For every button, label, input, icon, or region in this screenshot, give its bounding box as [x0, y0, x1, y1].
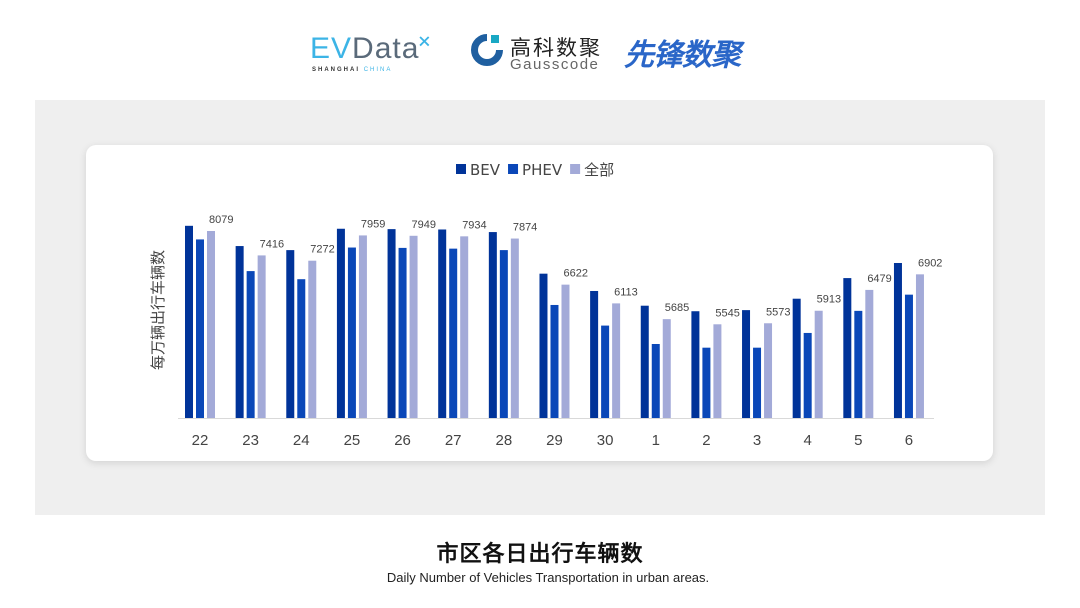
x-tick-label: 6 [905, 432, 913, 449]
data-label: 7416 [260, 238, 284, 250]
bar-BEV-3 [742, 310, 751, 418]
bar-BEV-26 [387, 229, 396, 418]
x-tick-label: 22 [192, 432, 209, 449]
data-label: 7874 [513, 222, 537, 234]
x-tick-label: 30 [597, 432, 614, 449]
x-tick-label: 26 [394, 432, 411, 449]
bar-全部-4 [814, 310, 823, 418]
bar-BEV-6 [893, 262, 902, 418]
bar-BEV-2 [691, 311, 700, 418]
x-tick-label: 4 [804, 432, 812, 449]
gausscode-logo-square [491, 35, 499, 43]
bar-全部-25 [358, 235, 367, 418]
data-label: 7959 [361, 218, 385, 230]
y-axis-label: 每万辆出行车辆数 [149, 250, 167, 370]
legend-swatch-全部 [570, 164, 581, 174]
x-tick-label: 25 [344, 432, 361, 449]
bar-PHEV-28 [499, 250, 508, 418]
x-tick-label: 23 [242, 432, 259, 449]
x-tick-label: 5 [854, 432, 862, 449]
bar-PHEV-22 [196, 239, 204, 418]
x-tick-label: 1 [652, 432, 660, 449]
bar-BEV-4 [792, 298, 801, 418]
data-label: 7934 [462, 219, 486, 231]
bar-BEV-5 [843, 278, 852, 418]
chart-caption-subtitle: Daily Number of Vehicles Transportation … [386, 570, 710, 585]
bar-全部-2 [713, 324, 722, 418]
bar-BEV-30 [590, 290, 599, 418]
gausscode-logo-cn: 高科数聚 [510, 37, 602, 60]
bar-全部-3 [764, 323, 773, 418]
bar-PHEV-26 [398, 247, 407, 418]
bar-PHEV-6 [904, 294, 913, 418]
chart-caption-title: 市区各日出行车辆数 [436, 541, 644, 566]
data-label: 8079 [209, 214, 233, 226]
data-label: 5913 [817, 294, 841, 306]
bar-PHEV-3 [753, 347, 762, 418]
bar-全部-1 [662, 319, 671, 418]
bar-BEV-23 [235, 246, 244, 418]
bar-全部-23 [257, 255, 266, 418]
data-label: 6479 [867, 273, 891, 285]
bar-全部-26 [409, 235, 418, 418]
bar-全部-5 [865, 289, 874, 418]
bar-全部-27 [460, 236, 469, 418]
legend-label-PHEV: PHEV [522, 161, 563, 179]
x-tick-label: 2 [702, 432, 710, 449]
bar-BEV-29 [539, 273, 548, 418]
bar-BEV-28 [488, 232, 497, 418]
data-label: 6113 [614, 286, 638, 298]
evdata-logo: EVData˟ [310, 32, 431, 65]
gausscode-logo-icon [471, 34, 503, 66]
bar-全部-24 [308, 260, 317, 418]
bar-PHEV-25 [347, 247, 356, 418]
bar-PHEV-5 [854, 310, 863, 418]
bar-PHEV-1 [651, 343, 660, 418]
x-tick-label: 27 [445, 432, 462, 449]
xianfeng-logo: 先锋数聚 [624, 39, 741, 72]
bar-PHEV-2 [702, 347, 711, 418]
logo-bar: EVData˟ SHANGHAI CHINA 高科数聚 Gausscode 先锋… [0, 22, 1080, 73]
bar-BEV-22 [185, 225, 193, 418]
data-label: 7949 [412, 219, 436, 231]
bar-PHEV-29 [550, 304, 559, 418]
data-label: 7272 [310, 244, 334, 256]
x-tick-label: 29 [546, 432, 563, 449]
bar-全部-22 [207, 231, 215, 418]
data-label: 6622 [563, 268, 587, 280]
bar-PHEV-30 [601, 325, 610, 418]
legend-swatch-BEV [456, 164, 466, 174]
bar-PHEV-23 [246, 271, 255, 418]
bar-全部-29 [561, 284, 570, 418]
x-tick-label: 24 [293, 432, 310, 449]
evdata-logo-sub: SHANGHAI CHINA [312, 67, 393, 73]
bar-PHEV-27 [449, 248, 458, 418]
bar-全部-28 [510, 238, 519, 418]
bar-全部-6 [915, 274, 924, 418]
data-label: 5545 [715, 307, 739, 319]
legend-swatch-PHEV [508, 164, 519, 174]
data-label: 5685 [665, 302, 689, 314]
bar-PHEV-24 [297, 279, 306, 418]
gausscode-logo-en: Gausscode [510, 56, 600, 73]
legend-label-BEV: BEV [470, 161, 501, 179]
legend-label-全部: 全部 [584, 161, 614, 179]
bar-BEV-1 [640, 305, 649, 418]
bar-BEV-27 [438, 229, 447, 418]
bar-PHEV-4 [803, 332, 812, 418]
data-label: 6902 [918, 257, 942, 269]
x-tick-label: 3 [753, 432, 761, 449]
bar-BEV-25 [336, 228, 345, 418]
bar-BEV-24 [286, 250, 295, 418]
data-label: 5573 [766, 306, 790, 318]
bar-全部-30 [612, 303, 621, 418]
x-tick-label: 28 [495, 432, 512, 449]
